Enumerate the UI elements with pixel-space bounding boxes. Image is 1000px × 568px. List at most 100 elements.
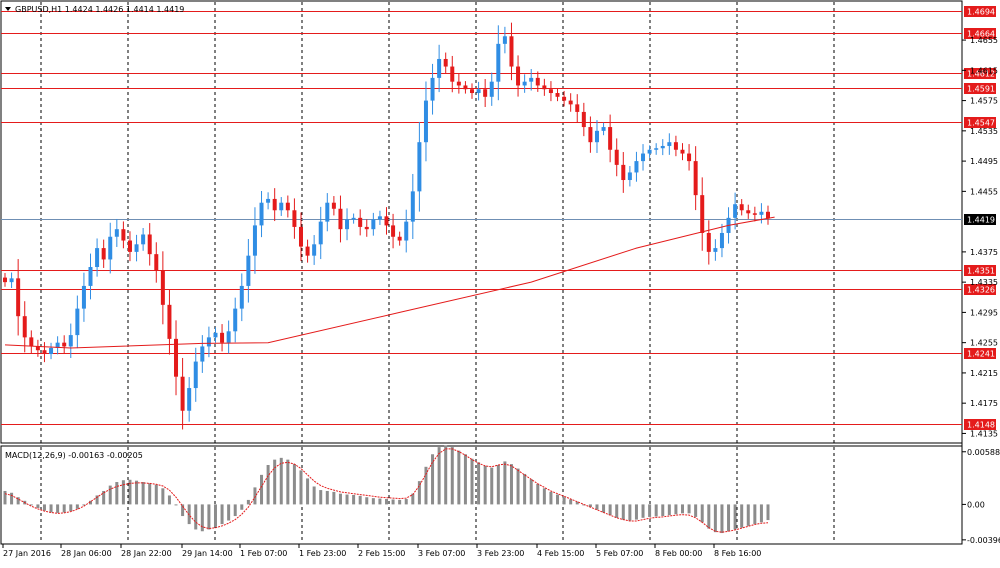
macd-bar — [536, 484, 539, 505]
macd-bar — [313, 486, 316, 504]
macd-bar — [56, 504, 59, 513]
macd-bar — [346, 495, 349, 505]
level-label-text: 1.4591 — [967, 85, 995, 94]
macd-bar — [674, 504, 677, 514]
macd-bar — [359, 496, 362, 505]
macd-bar — [609, 504, 612, 515]
macd-bar — [530, 479, 533, 504]
macd-bar — [602, 504, 605, 512]
price-tick-label: 1.4295 — [970, 308, 998, 317]
macd-bar — [438, 447, 441, 504]
time-tick-label: 8 Feb 16:00 — [714, 549, 761, 558]
macd-bar — [740, 504, 743, 527]
macd-bar — [135, 481, 138, 505]
macd-bar — [490, 468, 493, 505]
macd-bar — [655, 504, 658, 516]
macd-bar — [707, 504, 710, 528]
macd-tick-label: 0.00588 — [967, 448, 1000, 457]
macd-bar — [10, 493, 13, 505]
macd-bar — [50, 504, 53, 512]
macd-bar — [109, 486, 112, 505]
level-label: 1.4148 — [964, 419, 996, 430]
time-tick-label: 29 Jan 14:00 — [182, 549, 233, 558]
level-label: 1.4351 — [964, 265, 996, 276]
current-price-label: 1.4419 — [964, 214, 996, 225]
price-tick-label: 1.4175 — [970, 399, 998, 408]
macd-bar — [175, 504, 178, 505]
macd-bar — [556, 495, 559, 505]
macd-bar — [457, 451, 460, 505]
macd-bar — [635, 504, 638, 519]
macd-bar — [477, 462, 480, 504]
macd-bar — [503, 461, 506, 504]
macd-bar — [484, 466, 487, 504]
macd-bar — [69, 504, 72, 511]
time-tick-label: 1 Feb 23:00 — [299, 549, 346, 558]
macd-bar — [161, 488, 164, 504]
macd-tick-label: 0.00 — [967, 500, 985, 509]
macd-bar — [464, 454, 467, 504]
macd-bar — [280, 458, 283, 505]
macd-bar — [339, 494, 342, 505]
macd-bar — [510, 464, 513, 504]
level-label-text: 1.4148 — [967, 421, 995, 430]
price-tick-label: 1.4135 — [970, 429, 998, 438]
macd-tick-label: -0.00396 — [967, 536, 1000, 545]
price-tick-label: 1.4255 — [970, 339, 998, 348]
macd-bar — [517, 469, 520, 505]
macd-bar — [43, 504, 46, 510]
macd-bar — [155, 485, 158, 505]
macd-bar — [734, 504, 737, 529]
macd-bar — [701, 504, 704, 522]
macd-bar — [253, 487, 256, 504]
macd-bar — [444, 445, 447, 504]
macd-bar — [392, 499, 395, 504]
macd-bar — [622, 504, 625, 519]
macd-bar — [398, 500, 401, 504]
level-label: 1.4591 — [964, 83, 996, 94]
time-tick-label: 27 Jan 2016 — [3, 549, 51, 558]
macd-bar — [694, 504, 697, 517]
level-label-text: 1.4241 — [967, 350, 995, 359]
macd-bar — [36, 504, 39, 508]
macd-bar — [615, 504, 618, 517]
macd-bar — [681, 504, 684, 513]
time-tick-label: 1 Feb 07:00 — [240, 549, 287, 558]
price-tick-label: 1.4495 — [970, 157, 998, 166]
macd-bar — [4, 491, 7, 504]
symbol-header[interactable]: GBPUSD,H1 1.4424 1.4426 1.4414 1.4419 — [5, 5, 184, 14]
price-tick-label: 1.4575 — [970, 97, 998, 106]
macd-bar — [720, 504, 723, 533]
macd-bar — [207, 504, 210, 529]
macd-bar — [194, 504, 197, 529]
macd-bar — [168, 495, 171, 504]
macd-bar — [260, 475, 263, 505]
macd-bar — [286, 460, 289, 505]
macd-bar — [306, 478, 309, 504]
macd-bar — [431, 454, 434, 504]
macd-bar — [767, 504, 770, 520]
macd-bar — [273, 460, 276, 505]
macd-bar — [326, 491, 329, 504]
macd-bar — [668, 504, 671, 515]
macd-bar — [378, 499, 381, 505]
macd-bar — [760, 504, 763, 522]
macd-bar — [102, 491, 105, 504]
time-tick-label: 8 Feb 00:00 — [655, 549, 702, 558]
macd-bar — [181, 504, 184, 516]
macd-bar — [332, 492, 335, 505]
macd-bar — [319, 490, 322, 504]
time-tick-label: 28 Jan 06:00 — [61, 549, 112, 558]
symbol-info-text: GBPUSD,H1 1.4424 1.4426 1.4414 1.4419 — [15, 5, 184, 14]
time-tick-label: 4 Feb 15:00 — [537, 549, 584, 558]
macd-bar — [661, 504, 664, 516]
macd-bar — [234, 504, 237, 516]
price-tick-label: 1.4655 — [970, 36, 998, 45]
macd-bar — [688, 504, 691, 513]
macd-bar — [563, 497, 566, 504]
macd-bar — [214, 504, 217, 526]
macd-bar — [747, 504, 750, 525]
time-tick-label: 5 Feb 07:00 — [596, 549, 643, 558]
macd-bar — [227, 504, 230, 520]
